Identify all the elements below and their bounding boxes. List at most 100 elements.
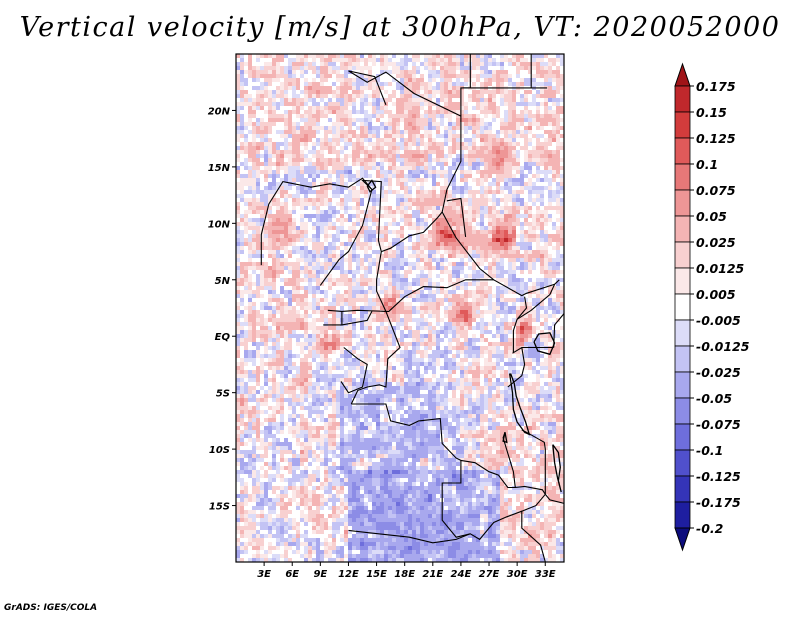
field-cell xyxy=(364,82,368,86)
field-cell xyxy=(248,254,252,258)
field-cell xyxy=(384,178,388,182)
field-cell xyxy=(272,274,276,278)
field-cell xyxy=(344,246,348,250)
field-cell xyxy=(308,150,312,154)
field-cell xyxy=(472,282,476,286)
field-cell xyxy=(532,162,536,166)
field-cell xyxy=(536,238,540,242)
field-cell xyxy=(332,226,336,230)
field-cell xyxy=(548,70,552,74)
field-cell xyxy=(328,206,332,210)
field-cell xyxy=(320,278,324,282)
field-cell xyxy=(480,158,484,162)
field-cell xyxy=(372,174,376,178)
field-cell xyxy=(304,294,308,298)
field-cell xyxy=(416,162,420,166)
field-cell xyxy=(452,254,456,258)
field-cell xyxy=(316,274,320,278)
field-cell xyxy=(508,134,512,138)
field-cell xyxy=(304,238,308,242)
field-cell xyxy=(268,230,272,234)
field-cell xyxy=(312,214,316,218)
field-cell xyxy=(292,94,296,98)
field-cell xyxy=(476,282,480,286)
field-cell xyxy=(508,194,512,198)
field-cell xyxy=(292,162,296,166)
field-cell xyxy=(372,202,376,206)
field-cell xyxy=(448,178,452,182)
field-cell xyxy=(544,266,548,270)
field-cell xyxy=(316,166,320,170)
field-cell xyxy=(500,270,504,274)
field-cell xyxy=(492,146,496,150)
field-cell xyxy=(468,262,472,266)
field-cell xyxy=(308,218,312,222)
field-cell xyxy=(324,258,328,262)
field-cell xyxy=(544,226,548,230)
field-cell xyxy=(384,54,388,58)
field-cell xyxy=(380,78,384,82)
field-cell xyxy=(344,90,348,94)
field-cell xyxy=(432,246,436,250)
field-cell xyxy=(492,170,496,174)
field-cell xyxy=(508,174,512,178)
field-cell xyxy=(316,170,320,174)
field-cell xyxy=(512,66,516,70)
field-cell xyxy=(452,210,456,214)
field-cell xyxy=(444,62,448,66)
field-cell xyxy=(356,58,360,62)
field-cell xyxy=(356,82,360,86)
field-cell xyxy=(356,266,360,270)
field-cell xyxy=(336,202,340,206)
field-cell xyxy=(556,110,560,114)
field-cell xyxy=(400,178,404,182)
field-cell xyxy=(424,242,428,246)
field-cell xyxy=(428,214,432,218)
field-cell xyxy=(372,238,376,242)
field-cell xyxy=(380,74,384,78)
field-cell xyxy=(340,66,344,70)
field-cell xyxy=(460,122,464,126)
field-cell xyxy=(352,250,356,254)
field-cell xyxy=(552,66,556,70)
field-cell xyxy=(384,274,388,278)
field-cell xyxy=(540,294,544,298)
field-cell xyxy=(296,218,300,222)
field-cell xyxy=(480,114,484,118)
field-cell xyxy=(360,274,364,278)
field-cell xyxy=(524,262,528,266)
field-cell xyxy=(496,62,500,66)
field-cell xyxy=(372,86,376,90)
field-cell xyxy=(452,206,456,210)
field-cell xyxy=(320,242,324,246)
field-cell xyxy=(248,102,252,106)
field-cell xyxy=(336,242,340,246)
field-cell xyxy=(404,98,408,102)
field-cell xyxy=(480,90,484,94)
field-cell xyxy=(548,278,552,282)
field-cell xyxy=(236,170,240,174)
field-cell xyxy=(484,290,488,294)
field-cell xyxy=(244,106,248,110)
field-cell xyxy=(444,58,448,62)
field-cell xyxy=(376,178,380,182)
field-cell xyxy=(416,166,420,170)
field-cell xyxy=(544,154,548,158)
field-cell xyxy=(412,198,416,202)
field-cell xyxy=(432,262,436,266)
field-cell xyxy=(440,258,444,262)
field-cell xyxy=(340,138,344,142)
field-cell xyxy=(448,62,452,66)
field-cell xyxy=(352,282,356,286)
field-cell xyxy=(536,242,540,246)
field-cell xyxy=(424,246,428,250)
field-cell xyxy=(524,154,528,158)
field-cell xyxy=(412,150,416,154)
field-cell xyxy=(268,74,272,78)
field-cell xyxy=(400,194,404,198)
field-cell xyxy=(360,150,364,154)
field-cell xyxy=(432,182,436,186)
field-cell xyxy=(328,158,332,162)
field-cell xyxy=(364,202,368,206)
field-cell xyxy=(560,242,564,246)
